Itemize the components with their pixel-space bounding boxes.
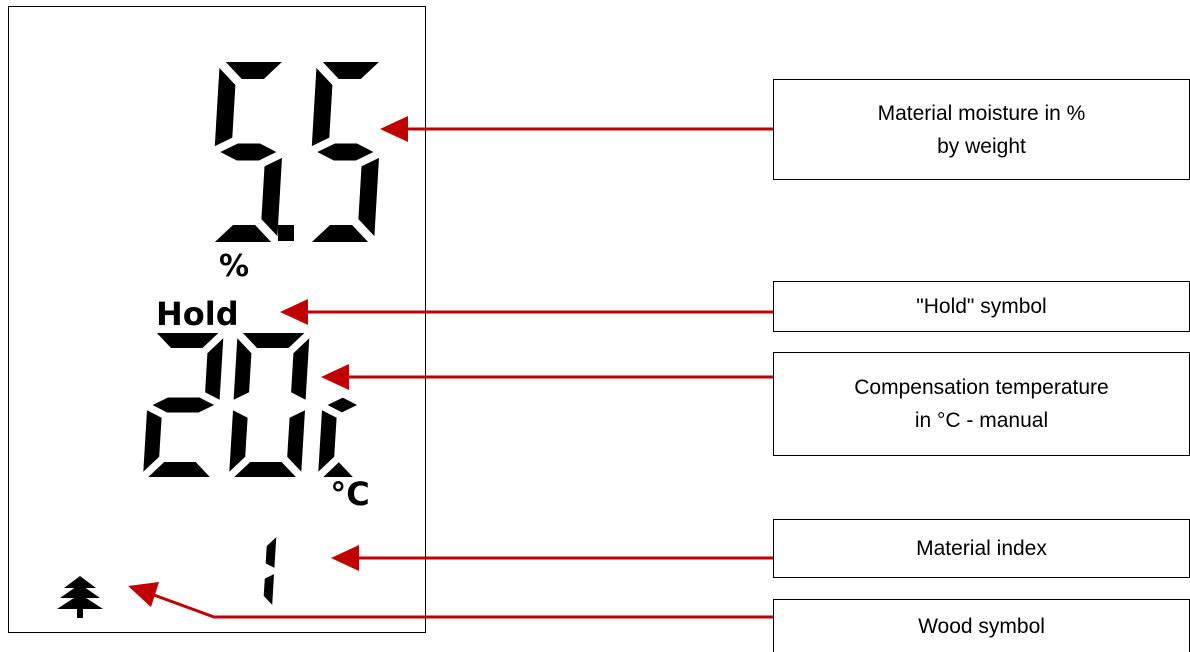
lcd-segment-g: [317, 143, 374, 161]
callout-material-index-text: Material index: [916, 537, 1047, 560]
callout-hold-text: "Hold" symbol: [916, 295, 1047, 318]
moisture-digit-5-first: [214, 62, 282, 242]
lcd-segment-e: [229, 410, 248, 472]
lcd-segment-a: [225, 62, 282, 79]
lcd-segment-c: [358, 157, 379, 237]
lcd-segment-c: [261, 157, 282, 237]
callout-moisture: Material moisture in % by weight: [773, 79, 1190, 180]
moisture-digit-5-second: [311, 62, 379, 242]
lcd-segment-g: [327, 397, 358, 413]
lcd-segment-e: [318, 410, 337, 472]
arrowhead-temperature: [321, 364, 349, 390]
arrow-wood: [153, 593, 773, 619]
arrowhead-wood: [128, 582, 159, 607]
lcd-segment-d: [148, 462, 210, 477]
lcd-segment-b: [265, 537, 277, 568]
temperature-digit-2: [143, 333, 224, 477]
temperature-digit-0: [229, 333, 310, 477]
callout-material-index: Material index: [773, 519, 1190, 578]
callout-wood: Wood symbol: [773, 599, 1190, 652]
arrowhead-material-index: [331, 545, 359, 571]
lcd-segment-e: [143, 410, 162, 472]
lcd-display-frame: [8, 6, 426, 633]
lcd-segment-f: [214, 68, 236, 147]
moisture-unit-label: %: [218, 249, 250, 284]
lcd-segment-c: [287, 410, 305, 472]
lcd-segment-d: [323, 462, 353, 477]
hold-symbol: Hold: [156, 295, 239, 333]
lcd-segment-c: [263, 574, 274, 605]
tree-icon: [57, 576, 103, 618]
lcd-segment-f: [311, 68, 333, 147]
moisture-decimal-point: [278, 225, 294, 241]
lcd-segment-d: [311, 225, 369, 242]
temperature-unit-label: °C: [330, 475, 370, 513]
material-index-digit-1: [263, 537, 277, 605]
lcd-segment-a: [322, 62, 379, 79]
callout-moisture-text: Material moisture in % by weight: [877, 101, 1086, 158]
lcd-segment-d: [214, 225, 272, 242]
callout-temperature: Compensation temperature in °C - manual: [773, 352, 1190, 456]
lcd-segment-b: [205, 338, 224, 400]
lcd-segment-d: [234, 462, 296, 477]
arrowhead-hold: [280, 299, 308, 325]
temperature-digit-c: [318, 397, 358, 477]
lcd-segment-b: [291, 338, 310, 400]
lcd-segment-a: [156, 333, 219, 348]
callout-temperature-text: Compensation temperature in °C - manual: [854, 376, 1109, 432]
arrowhead-moisture: [380, 116, 408, 142]
lcd-segment-g: [152, 397, 215, 413]
lcd-segment-f: [233, 338, 252, 400]
callout-hold: "Hold" symbol: [773, 281, 1190, 332]
callout-wood-text: Wood symbol: [918, 614, 1045, 638]
lcd-segment-g: [220, 143, 277, 161]
lcd-segment-a: [242, 333, 305, 348]
